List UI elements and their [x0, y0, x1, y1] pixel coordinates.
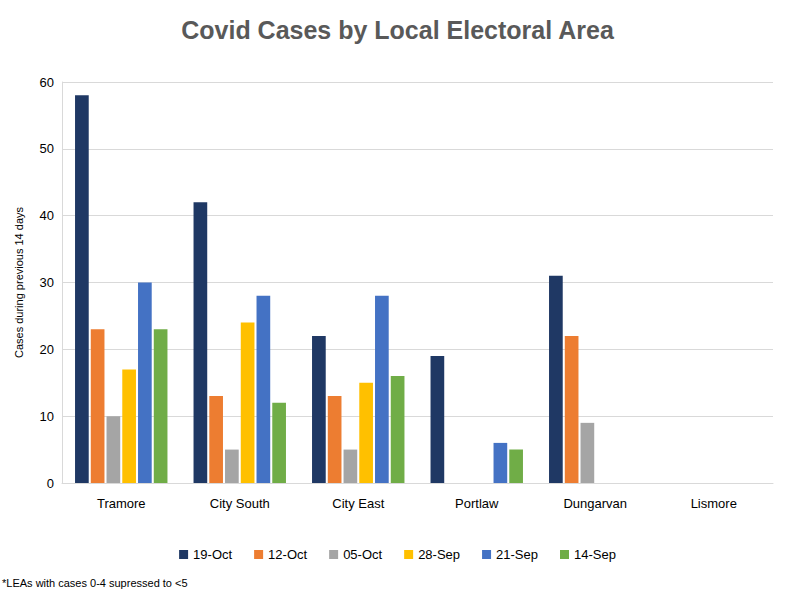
svg-text:Lismore: Lismore	[691, 496, 737, 511]
svg-text:12-Oct: 12-Oct	[268, 547, 307, 562]
svg-text:Portlaw: Portlaw	[455, 496, 499, 511]
svg-text:05-Oct: 05-Oct	[343, 547, 382, 562]
svg-text:20: 20	[40, 342, 54, 357]
svg-text:28-Sep: 28-Sep	[418, 547, 460, 562]
svg-text:19-Oct: 19-Oct	[193, 547, 232, 562]
svg-text:Covid Cases by Local Electoral: Covid Cases by Local Electoral Area	[181, 16, 615, 44]
svg-text:0: 0	[47, 476, 54, 491]
svg-text:*LEAs with cases 0-4 supressed: *LEAs with cases 0-4 supressed to <5	[2, 577, 188, 589]
svg-text:10: 10	[40, 409, 54, 424]
svg-text:60: 60	[40, 75, 54, 90]
svg-text:City East: City East	[332, 496, 384, 511]
svg-text:Cases during previous 14 days: Cases during previous 14 days	[13, 206, 25, 358]
svg-text:50: 50	[40, 141, 54, 156]
svg-text:Dungarvan: Dungarvan	[563, 496, 627, 511]
svg-text:Tramore: Tramore	[97, 496, 146, 511]
svg-text:14-Sep: 14-Sep	[574, 547, 616, 562]
svg-text:City South: City South	[210, 496, 270, 511]
svg-text:40: 40	[40, 208, 54, 223]
svg-text:21-Sep: 21-Sep	[496, 547, 538, 562]
svg-text:30: 30	[40, 275, 54, 290]
